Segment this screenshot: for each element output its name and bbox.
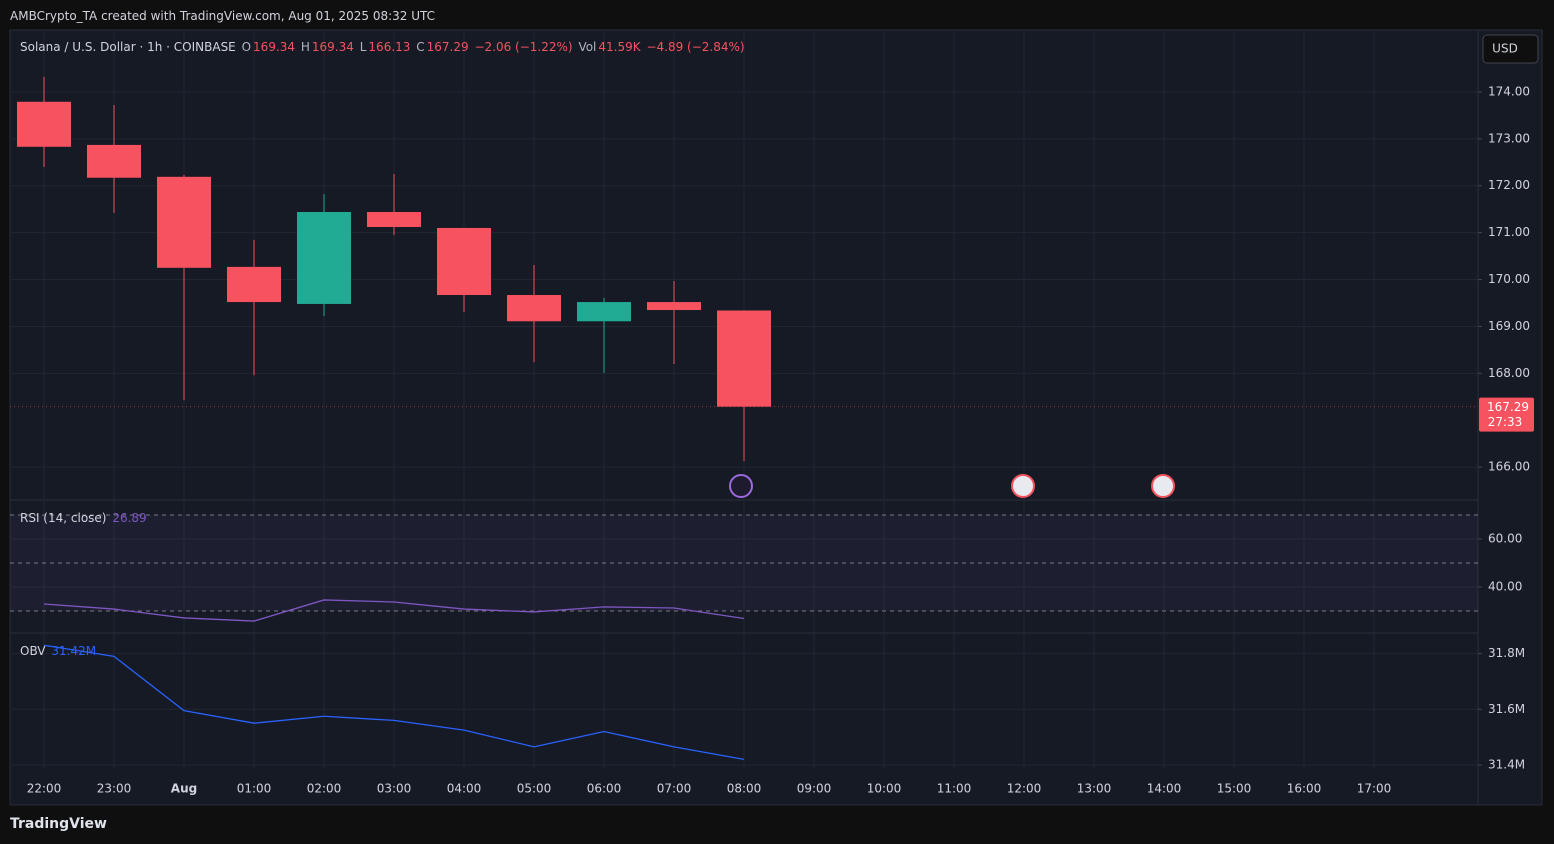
candle-body [87,144,141,178]
obv-title: OBV [20,644,46,658]
x-tick-label: 14:00 [1147,782,1182,796]
countdown: 27:33 [1488,415,1523,429]
candle-body [297,211,351,304]
y-tick-label: 31.6M [1488,702,1525,716]
x-tick-label: 23:00 [97,782,132,796]
currency-button[interactable] [1482,34,1539,64]
volume-label: Vol [578,40,597,54]
footer-logo: TradingView [10,816,109,832]
x-tick-label: 16:00 [1287,782,1322,796]
event-icon[interactable] [1151,474,1175,498]
y-tick-label: 172.00 [1488,178,1530,192]
currency[interactable]: USD [1492,42,1518,56]
candle-body [227,266,281,303]
candle-body [507,295,561,322]
ohlc-label: L [359,40,367,54]
y-tick-label: 31.8M [1488,646,1525,660]
ohlc-label: H [300,40,310,54]
x-tick-label: 09:00 [797,782,832,796]
obv-value: 31.42M [51,644,97,658]
x-tick-label: Aug [171,782,197,796]
ohlc-value: 166.13 [368,40,411,54]
change: −2.06 (−1.22%) [474,40,573,54]
x-tick-label: 10:00 [867,782,902,796]
y-tick-label: 168.00 [1488,366,1530,380]
obv-legend: OBV 31.42M [20,644,98,658]
candle-body [157,176,211,268]
x-tick-label: 07:00 [657,782,692,796]
event-icon[interactable] [1011,474,1035,498]
header-text: AMBCrypto_TA created with TradingView.co… [10,9,436,23]
x-tick-label: 05:00 [517,782,552,796]
x-tick-label: 22:00 [27,782,62,796]
x-tick-label: 15:00 [1217,782,1252,796]
ohlc-label: O [241,40,252,54]
y-tick-label: 40.00 [1488,579,1522,593]
chart-frame [9,29,1543,806]
event-markers [729,474,1175,498]
y-tick-label: 174.00 [1488,84,1530,98]
y-tick-label: 169.00 [1488,319,1530,333]
x-tick-label: 12:00 [1007,782,1042,796]
x-tick-label: 17:00 [1357,782,1392,796]
volume-change: −4.89 (−2.84%) [646,40,745,54]
symbol-title: Solana / U.S. Dollar · 1h · COINBASE [20,40,236,54]
legend: Solana / U.S. Dollar · 1h · COINBASE O 16… [20,40,747,54]
candle-body [717,310,771,407]
y-tick-label: 31.4M [1488,757,1525,771]
event-icon[interactable] [729,474,753,498]
y-tick-label: 173.00 [1488,131,1530,145]
x-tick-label: 06:00 [587,782,622,796]
rsi-legend: RSI (14, close) 26.89 [20,511,149,525]
ohlc-label: C [416,40,425,54]
y-tick-label: 60.00 [1488,531,1522,545]
volume: 41.59K [598,40,641,54]
logo-text: TradingView [10,816,107,832]
x-tick-label: 13:00 [1077,782,1112,796]
x-tick-label: 02:00 [307,782,342,796]
candle-body [647,302,701,311]
series-line [43,599,745,622]
candle-body [367,211,421,228]
price-tag-value: 167.29 [1487,400,1529,414]
x-tick-label: 08:00 [727,782,762,796]
rsi-value: 26.89 [112,511,147,525]
y-tick-label: 166.00 [1488,460,1530,474]
candle-body [577,302,631,322]
x-tick-label: 04:00 [447,782,482,796]
band-fill [10,514,1478,611]
ohlc-value: 169.34 [253,40,296,54]
candle-body [437,227,491,296]
ohlc-value: 167.29 [426,40,469,54]
x-tick-label: 03:00 [377,782,412,796]
rsi-title: RSI (14, close) [20,511,107,525]
header: AMBCrypto_TA created with TradingView.co… [10,9,437,23]
candle-body [17,101,71,147]
x-tick-label: 11:00 [937,782,972,796]
ohlc-value: 169.34 [311,40,354,54]
price-tag [1479,397,1534,432]
y-tick-label: 170.00 [1488,272,1530,286]
x-tick-label: 01:00 [237,782,272,796]
y-tick-label: 171.00 [1488,225,1530,239]
series-line [43,644,745,761]
